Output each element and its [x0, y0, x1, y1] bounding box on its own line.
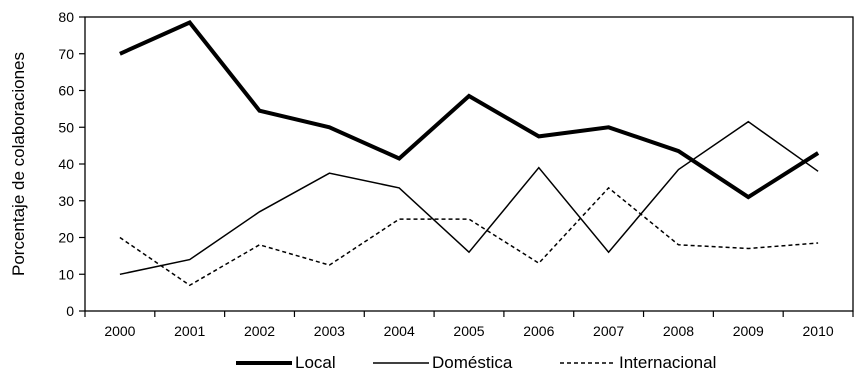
x-tick-label: 2002: [244, 323, 275, 339]
x-tick-label: 2009: [733, 323, 764, 339]
y-axis-title: Porcentaje de colaboraciones: [9, 52, 28, 276]
y-tick-label: 80: [58, 9, 74, 25]
x-tick-label: 2000: [104, 323, 135, 339]
y-tick-label: 40: [58, 156, 74, 172]
y-axis-title-group: Porcentaje de colaboraciones: [9, 52, 28, 276]
y-tick-label: 30: [58, 193, 74, 209]
y-tick-label: 70: [58, 46, 74, 62]
y-tick-label: 50: [58, 119, 74, 135]
x-tick-label: 2008: [663, 323, 694, 339]
series-lines: [119, 20, 820, 287]
x-tick-label: 2006: [523, 323, 554, 339]
y-tick-label: 0: [66, 303, 74, 319]
plot-frame: [84, 16, 854, 312]
legend-label: Doméstica: [432, 353, 513, 372]
y-axis-ticks: 0 10 20 30 40 50 60 70 80: [58, 9, 85, 319]
legend: Local Doméstica Internacional: [236, 353, 716, 372]
y-tick-label: 60: [58, 83, 74, 99]
y-tick-label: 20: [58, 230, 74, 246]
x-tick-label: 2005: [453, 323, 484, 339]
axes: [84, 16, 854, 312]
legend-label: Local: [295, 353, 336, 372]
legend-label: Internacional: [619, 353, 716, 372]
series-line-internacional: [119, 186, 819, 287]
series-line-local: [119, 20, 820, 200]
x-tick-label: 2003: [314, 323, 345, 339]
series-line-dom-stica: [119, 120, 819, 276]
x-tick-label: 2004: [384, 323, 415, 339]
y-tick-label: 10: [58, 266, 74, 282]
x-tick-label: 2010: [803, 323, 834, 339]
x-tick-label: 2001: [174, 323, 205, 339]
x-axis-ticks: 2000 2001 2002 2003 2004 2005 2006 2007 2008 2009…: [84, 311, 854, 339]
x-tick-label: 2007: [593, 323, 624, 339]
